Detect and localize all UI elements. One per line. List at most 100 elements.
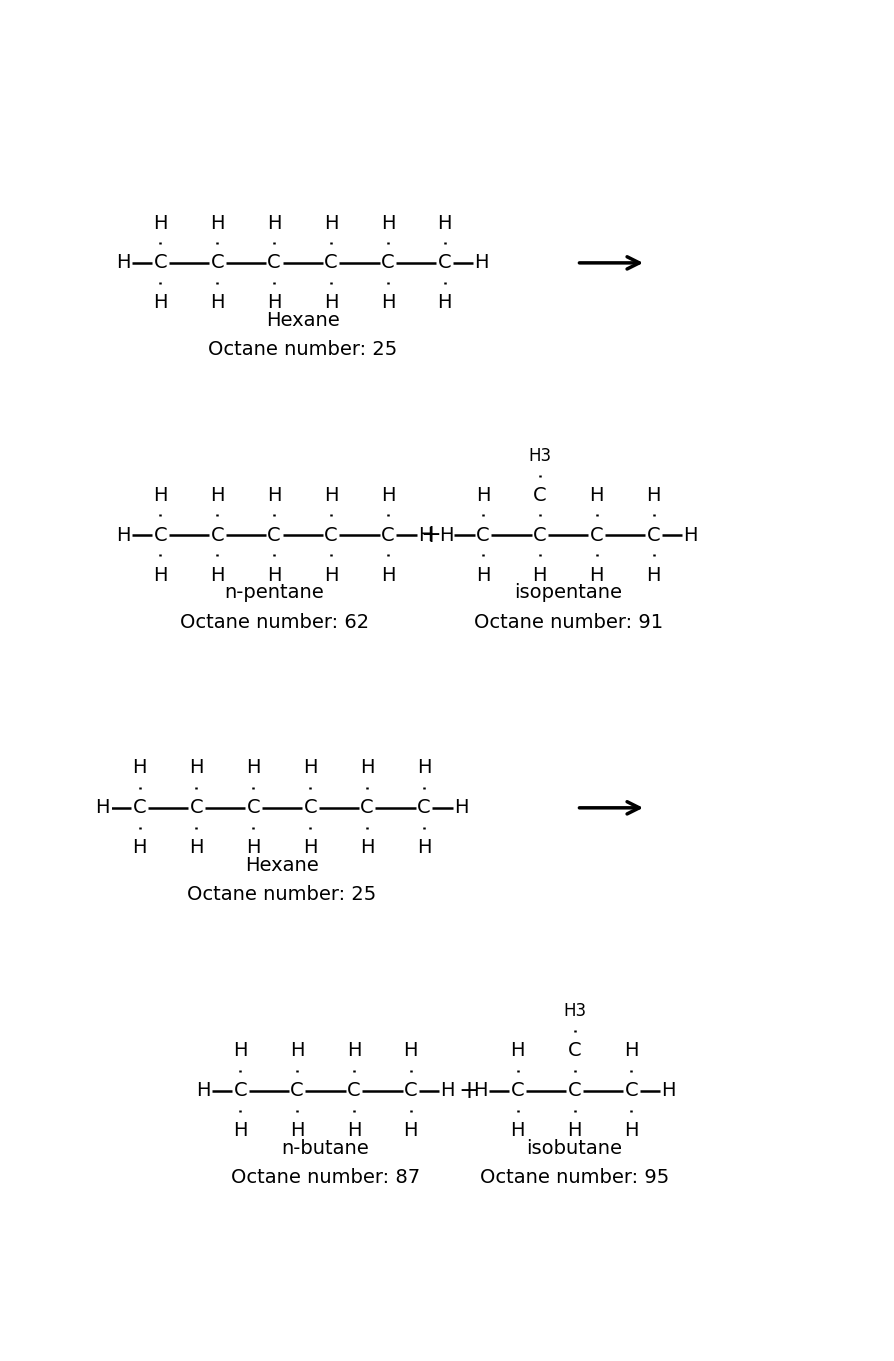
Text: C: C — [381, 525, 394, 544]
Text: C: C — [154, 253, 167, 272]
Text: C: C — [589, 525, 603, 544]
Text: H: H — [453, 799, 468, 818]
Text: C: C — [210, 525, 224, 544]
Text: C: C — [437, 253, 451, 272]
Text: H: H — [266, 214, 281, 233]
Text: Octane number: 95: Octane number: 95 — [479, 1168, 669, 1187]
Text: C: C — [381, 253, 394, 272]
Text: Octane number: 62: Octane number: 62 — [180, 612, 368, 632]
Text: H3: H3 — [562, 1002, 586, 1021]
Text: H: H — [246, 838, 260, 857]
Text: C: C — [360, 799, 374, 818]
Text: H: H — [303, 758, 317, 777]
Text: H: H — [380, 486, 395, 505]
Text: C: C — [347, 1081, 360, 1100]
Text: H: H — [589, 486, 603, 505]
Text: H: H — [440, 1081, 454, 1100]
Text: C: C — [533, 525, 546, 544]
Text: Hexane: Hexane — [245, 856, 318, 875]
Text: H: H — [473, 1081, 487, 1100]
Text: H: H — [153, 214, 167, 233]
Text: Hexane: Hexane — [266, 312, 339, 329]
Text: H: H — [532, 566, 546, 585]
Text: H: H — [417, 838, 431, 857]
Text: H: H — [210, 566, 224, 585]
Text: H: H — [645, 486, 660, 505]
Text: C: C — [267, 525, 281, 544]
Text: H: H — [359, 838, 374, 857]
Text: C: C — [324, 525, 338, 544]
Text: H: H — [116, 253, 131, 272]
Text: H: H — [266, 566, 281, 585]
Text: H: H — [623, 1121, 638, 1141]
Text: C: C — [533, 486, 546, 505]
Text: H: H — [266, 486, 281, 505]
Text: C: C — [190, 799, 203, 818]
Text: H: H — [246, 758, 260, 777]
Text: C: C — [324, 253, 338, 272]
Text: n-butane: n-butane — [282, 1139, 369, 1158]
Text: H: H — [359, 758, 374, 777]
Text: C: C — [567, 1081, 581, 1100]
Text: H: H — [132, 758, 147, 777]
Text: H: H — [380, 293, 395, 312]
Text: H: H — [346, 1121, 361, 1141]
Text: isopentane: isopentane — [514, 584, 621, 603]
Text: C: C — [624, 1081, 637, 1100]
Text: H: H — [510, 1121, 524, 1141]
Text: H: H — [210, 486, 224, 505]
Text: Octane number: 87: Octane number: 87 — [231, 1168, 419, 1187]
Text: H: H — [153, 293, 167, 312]
Text: Octane number: 91: Octane number: 91 — [473, 612, 662, 632]
Text: H: H — [661, 1081, 675, 1100]
Text: H: H — [682, 525, 697, 544]
Text: H: H — [324, 486, 338, 505]
Text: H: H — [96, 799, 110, 818]
Text: H: H — [324, 566, 338, 585]
Text: H: H — [189, 758, 204, 777]
Text: C: C — [154, 525, 167, 544]
Text: C: C — [567, 1041, 581, 1060]
Text: H: H — [232, 1121, 247, 1141]
Text: H: H — [438, 525, 452, 544]
Text: H: H — [196, 1081, 210, 1100]
Text: C: C — [476, 525, 489, 544]
Text: H: H — [303, 838, 317, 857]
Text: +: + — [420, 524, 441, 547]
Text: H: H — [290, 1041, 304, 1060]
Text: H: H — [645, 566, 660, 585]
Text: C: C — [646, 525, 660, 544]
Text: H: H — [417, 758, 431, 777]
Text: C: C — [132, 799, 147, 818]
Text: H: H — [474, 253, 488, 272]
Text: H: H — [567, 1121, 581, 1141]
Text: H: H — [623, 1041, 638, 1060]
Text: H: H — [380, 214, 395, 233]
Text: H: H — [510, 1041, 524, 1060]
Text: H: H — [476, 566, 490, 585]
Text: H: H — [417, 525, 432, 544]
Text: +: + — [458, 1079, 479, 1102]
Text: C: C — [290, 1081, 304, 1100]
Text: H: H — [290, 1121, 304, 1141]
Text: H: H — [324, 293, 338, 312]
Text: H3: H3 — [527, 446, 551, 464]
Text: H: H — [232, 1041, 247, 1060]
Text: H: H — [266, 293, 281, 312]
Text: H: H — [380, 566, 395, 585]
Text: H: H — [210, 293, 224, 312]
Text: H: H — [324, 214, 338, 233]
Text: isobutane: isobutane — [526, 1139, 622, 1158]
Text: C: C — [267, 253, 281, 272]
Text: C: C — [210, 253, 224, 272]
Text: C: C — [303, 799, 316, 818]
Text: n-pentane: n-pentane — [224, 584, 324, 603]
Text: H: H — [116, 525, 131, 544]
Text: H: H — [153, 486, 167, 505]
Text: C: C — [403, 1081, 417, 1100]
Text: H: H — [437, 214, 451, 233]
Text: H: H — [153, 566, 167, 585]
Text: C: C — [233, 1081, 247, 1100]
Text: Octane number: 25: Octane number: 25 — [187, 885, 376, 904]
Text: H: H — [437, 293, 451, 312]
